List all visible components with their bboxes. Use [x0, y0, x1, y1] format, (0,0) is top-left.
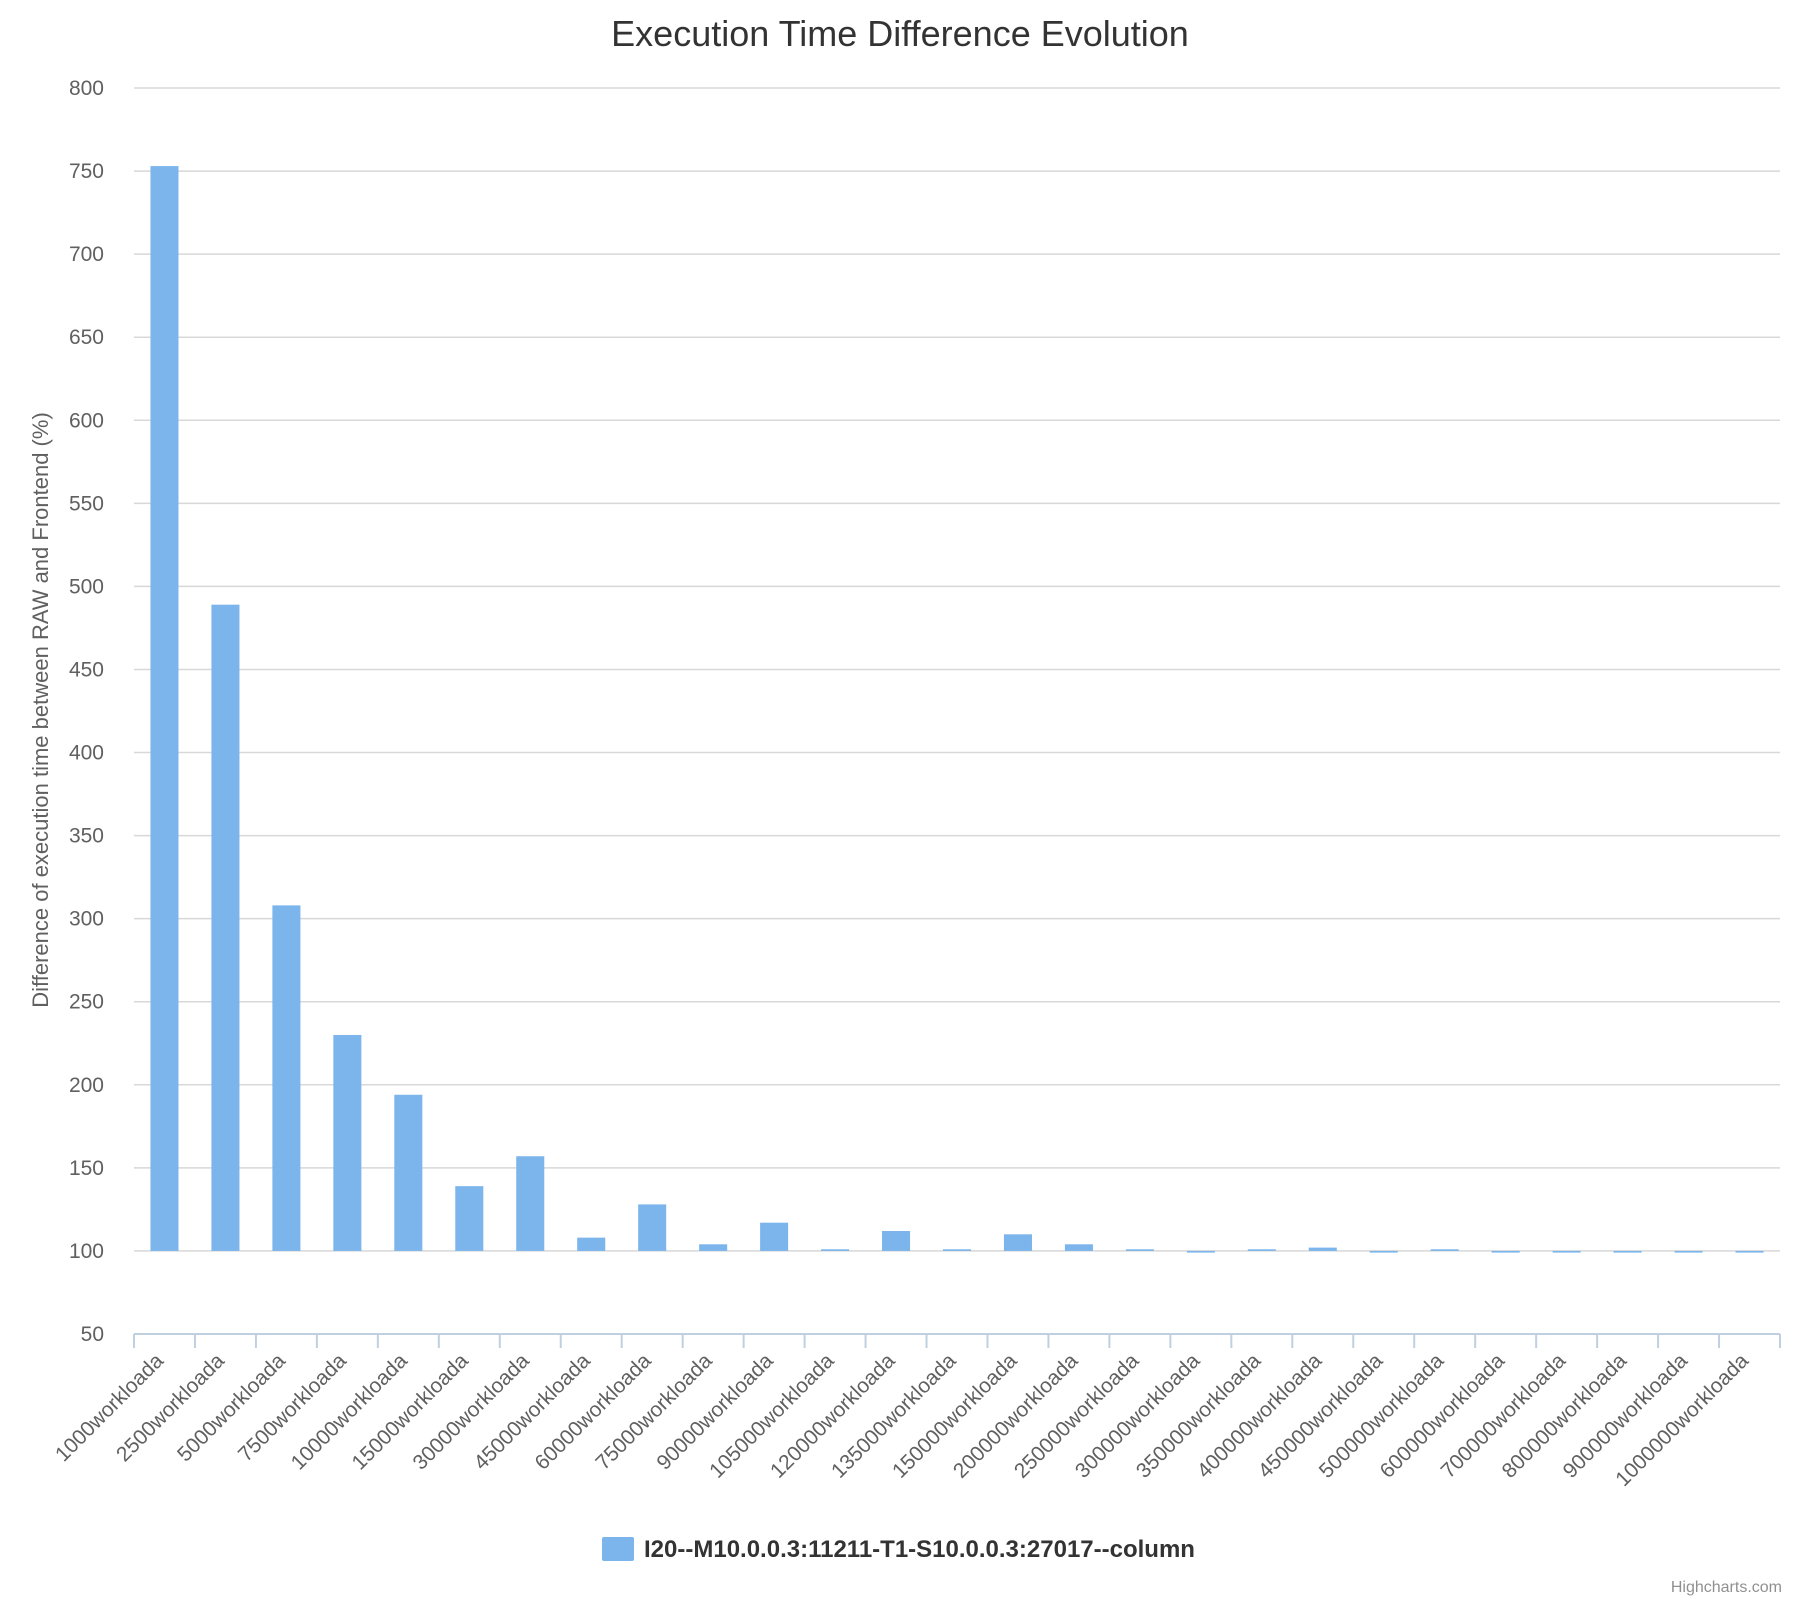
- bar[interactable]: [333, 1034, 362, 1251]
- x-tick-label: 2500workloada: [112, 1349, 229, 1466]
- bar[interactable]: [1552, 1250, 1581, 1253]
- bar[interactable]: [1308, 1247, 1337, 1251]
- bar[interactable]: [699, 1244, 728, 1251]
- bar[interactable]: [394, 1094, 423, 1251]
- bar[interactable]: [211, 604, 240, 1251]
- y-tick-label: 700: [69, 243, 104, 266]
- bar[interactable]: [638, 1204, 667, 1251]
- bar[interactable]: [1613, 1250, 1642, 1253]
- bar[interactable]: [821, 1249, 850, 1251]
- x-tick-label: 1000workloada: [51, 1349, 168, 1466]
- y-tick-label: 750: [69, 160, 104, 183]
- x-tick-label: 5000workloada: [173, 1349, 290, 1466]
- y-tick-label: 300: [69, 908, 104, 931]
- legend-item-label[interactable]: I20--M10.0.0.3:11211-T1-S10.0.0.3:27017-…: [644, 1536, 1195, 1563]
- chart-title: Execution Time Difference Evolution: [611, 13, 1189, 54]
- bar[interactable]: [272, 905, 301, 1251]
- x-axis-ticks: 1000workloada2500workloada5000workloada7…: [51, 1349, 1753, 1491]
- bar[interactable]: [882, 1230, 911, 1251]
- y-axis-ticks: 50 100 150 200 250 300 350 400 450 500 550 600 650 70…: [69, 77, 104, 1346]
- x-tick-label: 7500workloada: [234, 1349, 351, 1466]
- bar[interactable]: [1369, 1250, 1398, 1253]
- y-tick-label: 100: [69, 1240, 104, 1263]
- bar[interactable]: [1735, 1250, 1764, 1253]
- y-tick-label: 200: [69, 1074, 104, 1097]
- y-tick-label: 350: [69, 825, 104, 848]
- bar[interactable]: [1064, 1244, 1093, 1251]
- y-tick-label: 400: [69, 742, 104, 765]
- bar[interactable]: [1003, 1234, 1032, 1251]
- bar[interactable]: [760, 1222, 789, 1251]
- gridlines: [134, 87, 1780, 1252]
- bar[interactable]: [1125, 1249, 1154, 1251]
- credits-link[interactable]: Highcharts.com: [1671, 1579, 1782, 1596]
- y-tick-label: 50: [81, 1323, 104, 1346]
- bar[interactable]: [1491, 1250, 1520, 1253]
- y-tick-label: 450: [69, 658, 104, 681]
- bar[interactable]: [577, 1237, 606, 1251]
- y-tick-label: 550: [69, 492, 104, 515]
- legend[interactable]: I20--M10.0.0.3:11211-T1-S10.0.0.3:27017-…: [602, 1536, 1195, 1563]
- y-tick-label: 600: [69, 409, 104, 432]
- x-axis: [133, 1333, 1781, 1348]
- bar[interactable]: [1674, 1250, 1703, 1253]
- y-tick-label: 650: [69, 326, 104, 349]
- bar[interactable]: [455, 1186, 484, 1251]
- y-tick-label: 500: [69, 575, 104, 598]
- bar[interactable]: [516, 1156, 545, 1251]
- y-tick-label: 150: [69, 1157, 104, 1180]
- bar-series[interactable]: [150, 166, 1764, 1253]
- y-axis-label: Difference of execution time between RAW…: [28, 412, 53, 1008]
- bar[interactable]: [942, 1249, 972, 1251]
- bar[interactable]: [1186, 1250, 1215, 1253]
- bar[interactable]: [150, 166, 179, 1251]
- y-tick-label: 250: [69, 991, 104, 1014]
- bar[interactable]: [1430, 1249, 1459, 1251]
- legend-swatch[interactable]: [602, 1537, 634, 1561]
- y-tick-label: 800: [69, 77, 104, 100]
- bar[interactable]: [1247, 1249, 1276, 1251]
